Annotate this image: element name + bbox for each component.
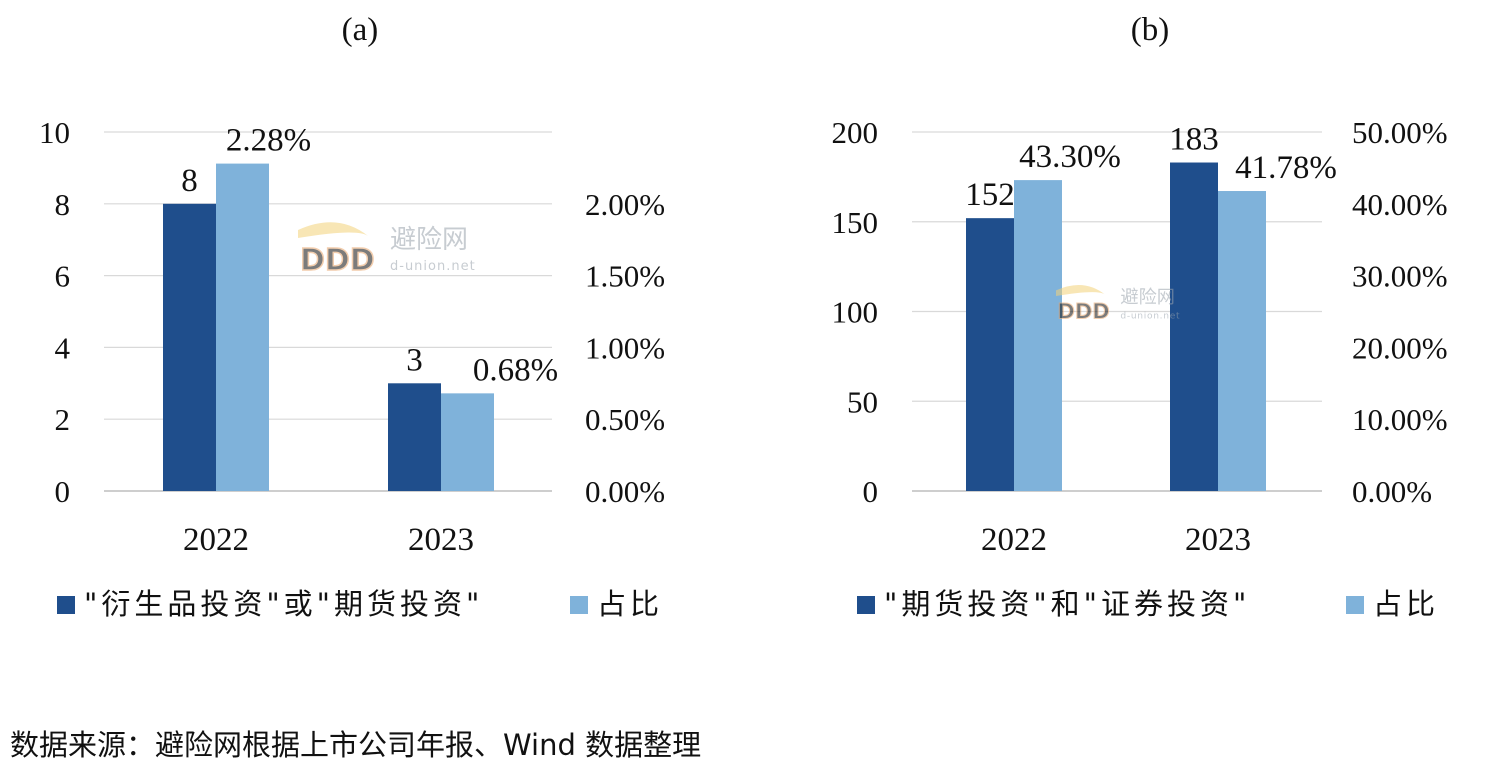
chart-a-right-tick-label: 0.50% — [585, 402, 665, 437]
chart-a-right-tick-label: 0.00% — [585, 474, 665, 509]
chart-b-right-tick-label: 40.00% — [1352, 187, 1448, 222]
chart-a-title: (a) — [342, 12, 379, 48]
chart-b-left-tick-label: 100 — [832, 295, 879, 330]
chart-a-data-label: 8 — [181, 163, 198, 199]
watermark-b: DDD 避险网 d-union.net — [1056, 285, 1180, 324]
chart-a-left-tick-label: 0 — [55, 474, 71, 509]
chart-b-data-label: 43.30% — [1019, 139, 1121, 175]
chart-a-data-label: 3 — [406, 342, 423, 378]
chart-a-data-label: 2.28% — [226, 123, 311, 159]
chart-a-data-label: 0.68% — [473, 352, 558, 388]
watermark-brand: 避险网 — [1120, 287, 1175, 308]
chart-a-bar-share-2023 — [441, 393, 494, 491]
chart-b-left-tick-label: 50 — [847, 384, 878, 419]
watermark-logo-mark: DDD — [1057, 299, 1109, 323]
chart-b-bar-count-2023 — [1170, 162, 1218, 491]
chart-b-category-label: 2022 — [981, 522, 1047, 558]
watermark-a: DDD 避险网 d-union.net — [298, 222, 476, 279]
source-note: 数据来源：避险网根据上市公司年报、Wind 数据整理 — [10, 728, 702, 762]
chart-a-legend-swatch — [570, 596, 588, 614]
chart-b-legend-swatch — [1346, 596, 1364, 614]
chart-b-left-tick-label: 200 — [832, 115, 879, 150]
chart-b-bar-share-2022 — [1014, 180, 1062, 491]
chart-b-legend-label: 占比 — [1373, 587, 1439, 621]
chart-b-bar-count-2022 — [966, 218, 1014, 491]
chart-b-right-tick-label: 0.00% — [1352, 474, 1432, 509]
watermark-logo-mark: DDD — [300, 243, 375, 278]
chart-b-legend-swatch — [857, 596, 875, 614]
watermark-brand: 避险网 — [390, 225, 468, 255]
chart-b-data-label: 152 — [965, 177, 1015, 213]
chart-a: (a) 0 2 4 6 8 10 0.00% 0.50% 1.00% 1.50% 2.00% 8 2.28… — [39, 12, 665, 621]
chart-a-left-tick-label: 2 — [55, 402, 71, 437]
chart-a-right-tick-label: 1.50% — [585, 259, 665, 294]
chart-a-left-tick-label: 10 — [39, 115, 70, 150]
chart-b-left-tick-label: 0 — [863, 474, 879, 509]
chart-a-left-tick-label: 6 — [55, 259, 71, 294]
chart-a-right-tick-label: 2.00% — [585, 187, 665, 222]
chart-a-left-tick-label: 4 — [55, 330, 71, 365]
chart-a-bar-count-2022 — [163, 203, 216, 492]
watermark-domain: d-union.net — [1120, 311, 1180, 321]
chart-a-right-tick-label: 1.00% — [585, 330, 665, 365]
chart-b-right-tick-label: 10.00% — [1352, 402, 1448, 437]
watermark-domain: d-union.net — [390, 259, 476, 274]
chart-a-legend-swatch — [57, 596, 75, 614]
chart-a-legend-label: "衍生品投资"或"期货投资" — [84, 587, 483, 621]
chart-a-left-tick-label: 8 — [55, 187, 71, 222]
chart-b: (b) 0 50 100 150 200 0.00% 10.00% 20.00% 30.00% 40… — [832, 12, 1448, 621]
chart-a-bar-share-2022 — [216, 163, 269, 492]
chart-b-data-label: 41.78% — [1235, 150, 1337, 186]
chart-b-data-label: 183 — [1169, 122, 1219, 158]
chart-b-legend-label: "期货投资"和"证券投资" — [884, 587, 1250, 621]
chart-a-legend-label: 占比 — [597, 587, 663, 621]
chart-a-category-label: 2023 — [408, 522, 474, 558]
chart-a-bar-count-2023 — [388, 383, 441, 491]
chart-b-title: (b) — [1131, 12, 1169, 48]
watermark-swoosh-icon — [298, 222, 368, 238]
chart-b-category-label: 2023 — [1185, 522, 1251, 558]
chart-b-left-tick-label: 150 — [832, 205, 879, 240]
chart-b-right-tick-label: 50.00% — [1352, 115, 1448, 150]
chart-b-right-tick-label: 30.00% — [1352, 259, 1448, 294]
chart-a-category-label: 2022 — [183, 522, 249, 558]
chart-b-bar-share-2023 — [1218, 191, 1266, 491]
watermark-swoosh-icon — [1056, 285, 1105, 296]
chart-b-right-tick-label: 20.00% — [1352, 330, 1448, 365]
